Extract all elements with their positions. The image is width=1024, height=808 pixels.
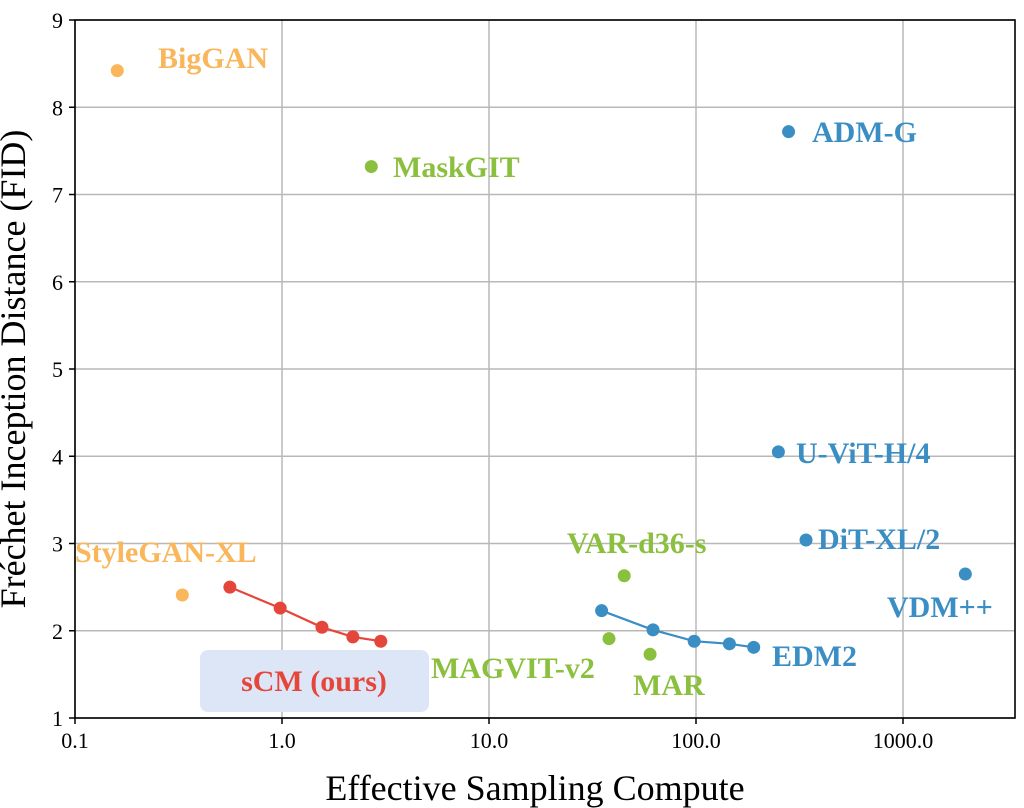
scm-label-highlight xyxy=(200,650,429,712)
x-axis-title: Effective Sampling Compute xyxy=(325,768,744,808)
maskgit-label: MaskGIT xyxy=(393,151,520,184)
scm-ours-point xyxy=(346,630,360,644)
biggan-point xyxy=(110,64,124,78)
mar-point xyxy=(643,647,657,661)
scm-ours-point xyxy=(223,580,237,594)
scm-ours-label: sCM (ours) xyxy=(241,665,387,698)
adm-g-label: ADM-G xyxy=(812,116,917,149)
label-layer: BigGAN StyleGAN-XL MaskGIT VAR-d36-s MAGVIT-… xyxy=(75,42,993,712)
y-tick-label: 5 xyxy=(52,357,63,382)
y-axis-title: Fréchet Inception Distance (FID) xyxy=(0,130,33,609)
vdm-label: VDM++ xyxy=(887,591,993,624)
maskgit-point xyxy=(364,160,378,174)
var-d36-s-point xyxy=(617,569,631,583)
adm-g-point xyxy=(782,125,796,139)
y-tick-label: 6 xyxy=(52,270,63,295)
u-vit-h-4-label: U-ViT-H/4 xyxy=(796,437,930,470)
y-tick-label: 2 xyxy=(52,619,63,644)
x-tick-label: 1.0 xyxy=(268,728,296,753)
var-d36-s-label: VAR-d36-s xyxy=(567,527,706,560)
y-tick-label: 7 xyxy=(52,183,63,208)
u-vit-h-4-point xyxy=(771,445,785,459)
scm-ours-point xyxy=(273,601,287,615)
x-tick-label: 0.1 xyxy=(61,728,89,753)
series-layer xyxy=(110,64,972,661)
x-tick-label: 10.0 xyxy=(470,728,509,753)
y-tick-label: 3 xyxy=(52,532,63,557)
magvit-v2-point xyxy=(602,632,616,646)
y-tick-label: 8 xyxy=(52,95,63,120)
biggan-label: BigGAN xyxy=(158,42,268,75)
mar-label: MAR xyxy=(633,669,705,702)
dit-xl-2-point xyxy=(799,533,813,547)
y-tick-label: 4 xyxy=(52,444,63,469)
stylegan-xl-point xyxy=(175,588,189,602)
edm2-point xyxy=(646,623,660,637)
edm2-point xyxy=(747,640,761,654)
edm2-label: EDM2 xyxy=(772,640,857,673)
tick-layer: 0.1 1.0 10.0 100.0 1000.0 1 2 3 4 5 6 7 8 9 xyxy=(52,8,933,753)
edm2-point xyxy=(722,637,736,651)
x-tick-label: 1000.0 xyxy=(873,728,934,753)
x-tick-label: 100.0 xyxy=(671,728,721,753)
y-tick-label: 9 xyxy=(52,8,63,33)
edm2-point xyxy=(687,634,701,648)
scm-ours-point xyxy=(315,620,329,634)
scm-ours-point xyxy=(374,634,388,648)
dit-xl-2-label: DiT-XL/2 xyxy=(818,523,940,556)
vdm-point xyxy=(958,567,972,581)
edm2-point xyxy=(595,604,609,618)
magvit-v2-label: MAGVIT-v2 xyxy=(431,652,595,685)
stylegan-xl-label: StyleGAN-XL xyxy=(75,536,257,569)
y-tick-label: 1 xyxy=(52,706,63,731)
